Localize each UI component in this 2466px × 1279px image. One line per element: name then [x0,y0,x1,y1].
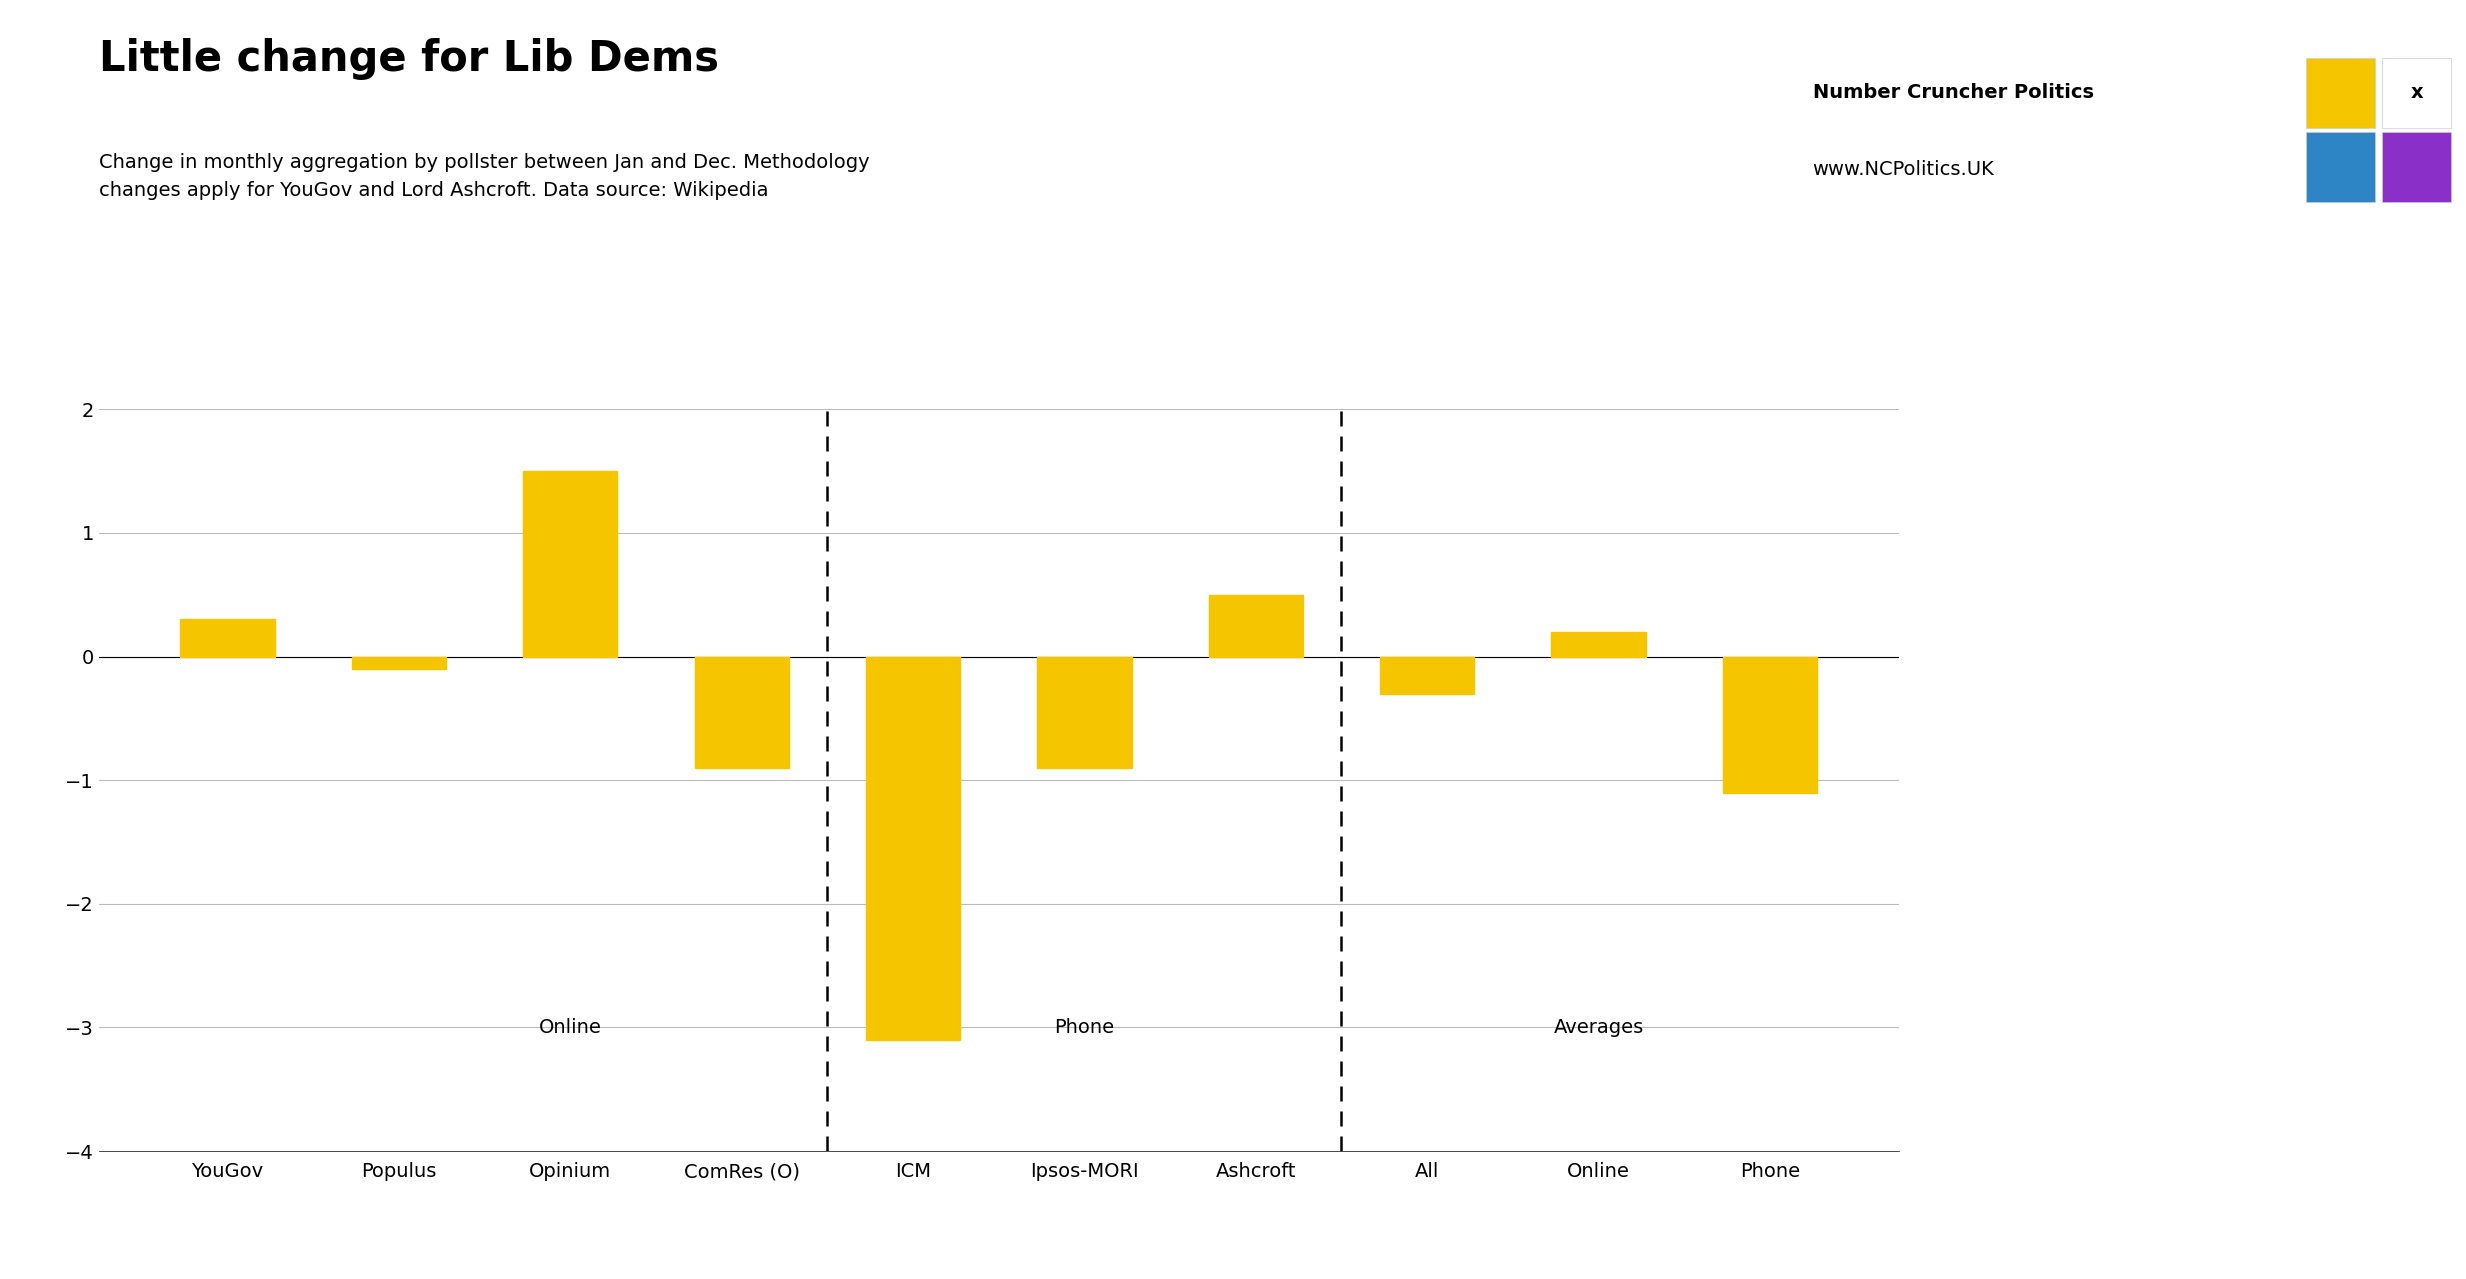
Text: www.NCPolitics.UK: www.NCPolitics.UK [1813,160,1995,179]
Bar [1381,656,1475,693]
Text: x: x [2409,83,2424,102]
Bar [523,471,616,656]
Text: Little change for Lib Dems: Little change for Lib Dems [99,38,718,81]
Bar [1038,656,1132,767]
Bar [1724,656,1817,793]
Text: Change in monthly aggregation by pollster between Jan and Dec. Methodology
chang: Change in monthly aggregation by pollste… [99,153,868,201]
Bar [353,656,446,669]
Text: Averages: Averages [1554,1018,1645,1037]
Bar [1208,595,1302,656]
Bar [1551,632,1645,656]
Text: Number Cruncher Politics: Number Cruncher Politics [1813,83,2094,102]
Bar [866,656,959,1040]
Text: Phone: Phone [1055,1018,1115,1037]
Text: Online: Online [540,1018,602,1037]
Bar [180,619,274,656]
Bar [695,656,789,767]
